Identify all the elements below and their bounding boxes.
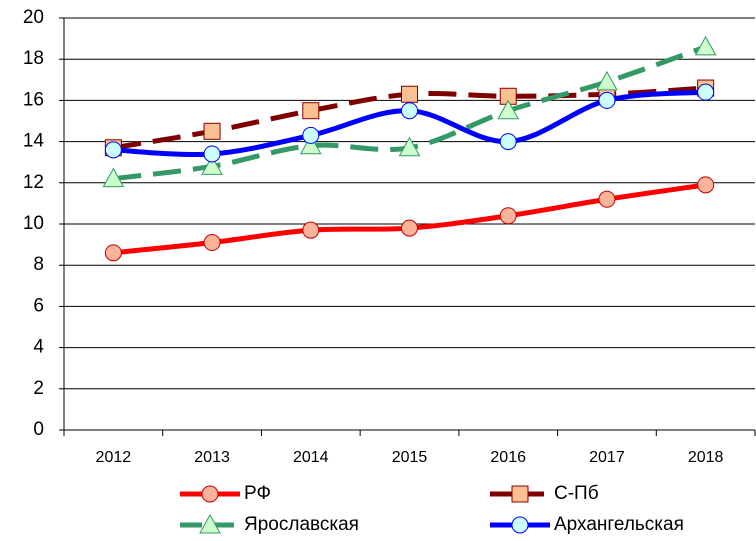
x-tick-label: 2015 xyxy=(392,449,428,466)
marker xyxy=(598,91,616,109)
marker xyxy=(199,513,221,534)
marker xyxy=(499,207,517,225)
legend-label: Архангельская xyxy=(554,514,684,535)
marker xyxy=(299,134,322,155)
legend-label: Ярославская xyxy=(244,514,359,535)
marker xyxy=(104,244,122,262)
marker xyxy=(102,167,125,188)
marker xyxy=(201,155,223,175)
marker xyxy=(203,122,221,140)
y-tick-label: 2 xyxy=(33,378,44,399)
x-tick-label: 2012 xyxy=(96,449,132,466)
marker xyxy=(302,126,320,144)
y-tick-label: 0 xyxy=(33,419,44,440)
marker xyxy=(598,190,616,208)
marker xyxy=(398,136,421,157)
legend-label: РФ xyxy=(244,483,271,504)
marker xyxy=(302,221,320,239)
y-tick-label: 12 xyxy=(23,172,44,193)
marker xyxy=(697,83,715,101)
marker xyxy=(203,145,221,163)
y-tick-label: 14 xyxy=(23,131,45,152)
marker xyxy=(104,141,122,159)
marker xyxy=(499,133,517,151)
marker xyxy=(694,35,717,56)
y-tick-label: 10 xyxy=(23,213,44,234)
x-tick-label: 2017 xyxy=(589,449,625,466)
marker xyxy=(302,102,320,120)
y-tick-label: 18 xyxy=(23,48,44,69)
series-line xyxy=(113,182,707,256)
marker xyxy=(511,516,529,534)
y-tick-label: 16 xyxy=(23,89,44,110)
x-tick-label: 2018 xyxy=(688,449,724,466)
y-tick-label: 6 xyxy=(33,295,44,316)
y-tick-label: 8 xyxy=(33,254,44,275)
y-tick-label: 4 xyxy=(33,337,44,358)
marker xyxy=(401,219,418,237)
legend-label: С-Пб xyxy=(554,483,599,504)
x-tick-label: 2016 xyxy=(490,449,526,466)
x-tick-label: 2014 xyxy=(293,449,329,466)
marker xyxy=(401,85,418,103)
marker xyxy=(201,485,219,503)
y-tick-label: 20 xyxy=(23,7,44,28)
marker xyxy=(401,102,418,120)
x-tick-label: 2013 xyxy=(194,449,230,466)
marker xyxy=(497,99,520,120)
marker xyxy=(596,70,618,91)
marker xyxy=(203,234,221,252)
marker xyxy=(697,176,715,194)
marker xyxy=(511,485,529,503)
